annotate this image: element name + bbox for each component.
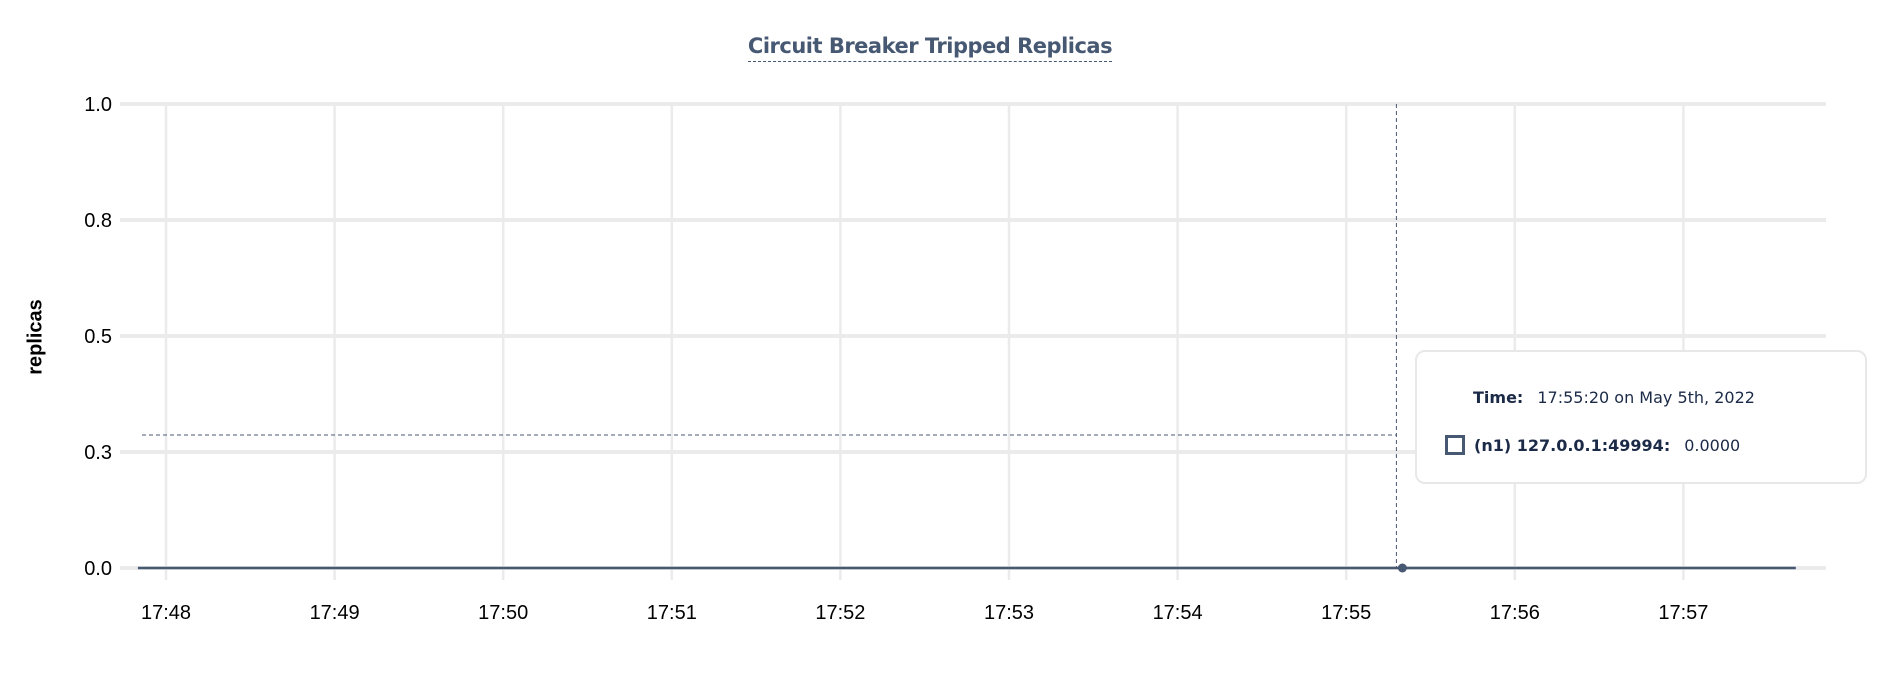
x-tick-label: 17:51 <box>647 602 697 624</box>
tooltip-series-label: (n1) 127.0.0.1:49994: <box>1474 435 1671 455</box>
chart-title-wrap: Circuit Breaker Tripped Replicas <box>0 34 1860 62</box>
y-tick-label: 1.0 <box>84 94 112 116</box>
x-tick-label: 17:56 <box>1490 602 1540 624</box>
hover-tooltip: Time: 17:55:20 on May 5th, 2022 (n1) 127.… <box>1415 350 1867 484</box>
y-axis-label: replicas <box>24 299 47 375</box>
x-tick-label: 17:57 <box>1658 602 1708 624</box>
tooltip-time-value: 17:55:20 on May 5th, 2022 <box>1537 388 1755 407</box>
x-tick-label: 17:55 <box>1321 602 1371 624</box>
hover-point <box>1397 563 1407 573</box>
x-tick-label: 17:53 <box>984 602 1034 624</box>
tooltip-series-value: 0.0000 <box>1684 435 1741 455</box>
y-tick-label: 0.0 <box>84 558 112 580</box>
x-tick-label: 17:49 <box>310 602 360 624</box>
series-swatch-icon <box>1445 435 1465 455</box>
tooltip-time-row: Time: 17:55:20 on May 5th, 2022 <box>1473 388 1755 407</box>
y-tick-label: 0.8 <box>84 210 112 232</box>
tooltip-time-label: Time: <box>1473 388 1524 407</box>
tooltip-series-row: (n1) 127.0.0.1:49994: 0.0000 <box>1445 435 1740 455</box>
chart-title[interactable]: Circuit Breaker Tripped Replicas <box>747 34 1113 62</box>
x-tick-label: 17:50 <box>478 602 528 624</box>
x-tick-label: 17:52 <box>815 602 865 624</box>
y-tick-label: 0.3 <box>84 442 112 464</box>
y-tick-label: 0.5 <box>84 326 112 348</box>
x-tick-label: 17:54 <box>1153 602 1203 624</box>
x-tick-label: 17:48 <box>141 602 191 624</box>
